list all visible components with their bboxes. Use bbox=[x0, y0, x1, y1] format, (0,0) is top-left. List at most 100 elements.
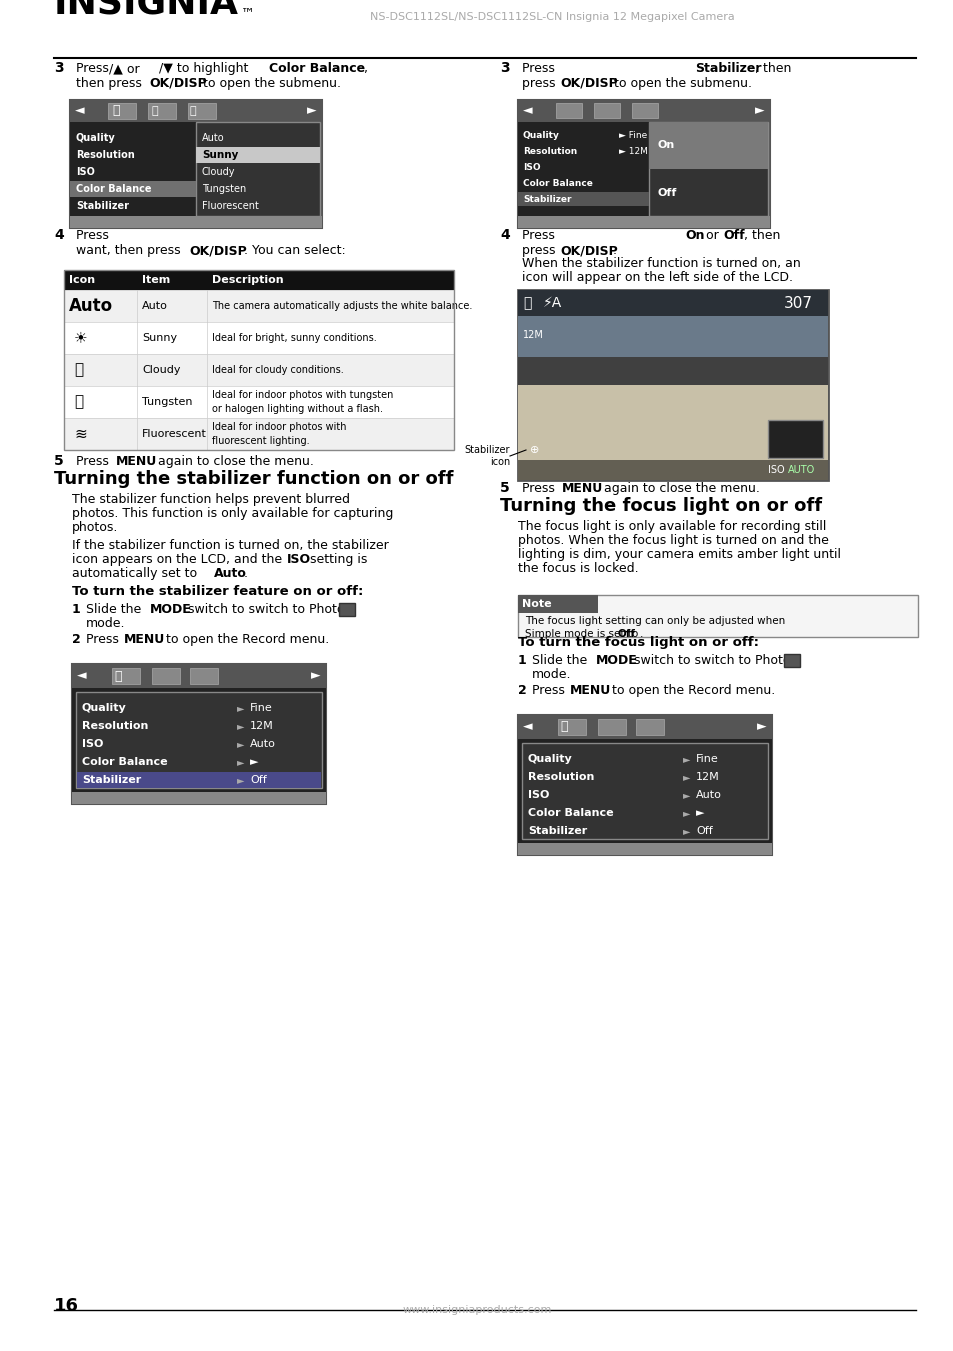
Text: the focus is locked.: the focus is locked. bbox=[517, 562, 638, 576]
Bar bbox=[64, 417, 454, 450]
Bar bbox=[517, 594, 598, 613]
Text: Ideal for cloudy conditions.: Ideal for cloudy conditions. bbox=[212, 365, 343, 376]
Text: /▲ or: /▲ or bbox=[109, 62, 144, 76]
Text: OK/DISP: OK/DISP bbox=[559, 77, 618, 91]
Text: Press: Press bbox=[521, 230, 558, 242]
Text: ►: ► bbox=[250, 757, 258, 767]
Text: 1: 1 bbox=[71, 603, 81, 616]
Bar bbox=[517, 290, 827, 480]
Bar bbox=[188, 103, 215, 119]
Text: Slide the: Slide the bbox=[532, 654, 591, 667]
Text: MENU: MENU bbox=[569, 684, 611, 697]
Text: Sunny: Sunny bbox=[202, 150, 238, 159]
Text: ►: ► bbox=[757, 720, 766, 734]
Text: 🔧: 🔧 bbox=[190, 105, 196, 116]
Text: Press: Press bbox=[76, 230, 112, 242]
Bar bbox=[64, 290, 454, 322]
Bar bbox=[70, 100, 322, 228]
Text: Description: Description bbox=[212, 276, 283, 285]
Bar bbox=[517, 100, 769, 122]
Text: to open the submenu.: to open the submenu. bbox=[609, 77, 751, 91]
Bar bbox=[64, 270, 454, 290]
Text: photos.: photos. bbox=[71, 521, 118, 534]
Text: mode.: mode. bbox=[86, 617, 126, 630]
Text: To turn the stabilizer feature on or off:: To turn the stabilizer feature on or off… bbox=[71, 585, 363, 598]
Text: Cloudy: Cloudy bbox=[142, 365, 180, 376]
Bar bbox=[338, 603, 355, 616]
Text: On: On bbox=[684, 230, 703, 242]
Bar bbox=[517, 739, 771, 843]
Text: icon: icon bbox=[489, 457, 510, 467]
Text: When the stabilizer function is turned on, an: When the stabilizer function is turned o… bbox=[521, 257, 800, 270]
Text: ≋: ≋ bbox=[74, 427, 87, 442]
Bar bbox=[594, 103, 619, 118]
Text: automatically set to: automatically set to bbox=[71, 567, 201, 580]
Bar bbox=[71, 688, 326, 792]
Text: Auto: Auto bbox=[202, 132, 224, 143]
Text: 📷: 📷 bbox=[113, 670, 121, 682]
Text: Turning the focus light on or off: Turning the focus light on or off bbox=[499, 497, 821, 515]
Bar bbox=[648, 122, 767, 169]
Text: mode.: mode. bbox=[532, 667, 571, 681]
Text: Resolution: Resolution bbox=[522, 146, 577, 155]
Text: ►: ► bbox=[696, 808, 703, 817]
Bar bbox=[558, 719, 585, 735]
Text: 📷: 📷 bbox=[112, 104, 119, 118]
Text: press: press bbox=[521, 245, 558, 257]
Text: The focus light is only available for recording still: The focus light is only available for re… bbox=[517, 520, 825, 534]
Text: Fine: Fine bbox=[250, 703, 273, 713]
Text: ⊕: ⊕ bbox=[530, 444, 538, 455]
Text: ►: ► bbox=[236, 757, 244, 767]
Text: Auto: Auto bbox=[142, 301, 168, 311]
Text: Stabilizer: Stabilizer bbox=[527, 825, 587, 836]
Text: photos. This function is only available for capturing: photos. This function is only available … bbox=[71, 507, 393, 520]
Bar bbox=[517, 843, 771, 855]
Text: ,: , bbox=[364, 62, 368, 76]
Text: ISO: ISO bbox=[76, 168, 94, 177]
Text: MENU: MENU bbox=[116, 455, 157, 467]
Bar bbox=[148, 103, 175, 119]
Bar bbox=[70, 100, 322, 122]
Bar bbox=[77, 771, 320, 788]
Bar bbox=[521, 743, 767, 839]
Bar bbox=[70, 216, 322, 228]
Text: Off: Off bbox=[250, 775, 267, 785]
Text: ►: ► bbox=[755, 104, 764, 118]
Text: 12M: 12M bbox=[522, 330, 543, 340]
Bar bbox=[517, 122, 648, 216]
Text: 3: 3 bbox=[54, 61, 64, 76]
Text: ISO: ISO bbox=[287, 553, 311, 566]
Text: 📷: 📷 bbox=[559, 720, 567, 734]
Text: If the stabilizer function is turned on, the stabilizer: If the stabilizer function is turned on,… bbox=[71, 539, 388, 553]
Text: Fluorescent: Fluorescent bbox=[202, 201, 258, 211]
Text: ⚡A: ⚡A bbox=[542, 296, 561, 309]
Text: 2: 2 bbox=[517, 684, 526, 697]
Bar bbox=[517, 100, 769, 228]
Text: 16: 16 bbox=[54, 1297, 79, 1315]
Text: ►: ► bbox=[682, 808, 690, 817]
Text: ☀: ☀ bbox=[74, 331, 88, 346]
Bar bbox=[517, 192, 648, 205]
Text: Off: Off bbox=[657, 188, 676, 197]
Text: The stabilizer function helps prevent blurred: The stabilizer function helps prevent bl… bbox=[71, 493, 350, 507]
Text: switch to switch to Photo: switch to switch to Photo bbox=[629, 654, 794, 667]
Text: to open the Record menu.: to open the Record menu. bbox=[607, 684, 775, 697]
Text: Ideal for bright, sunny conditions.: Ideal for bright, sunny conditions. bbox=[212, 332, 376, 343]
Text: ►: ► bbox=[236, 739, 244, 748]
Text: Resolution: Resolution bbox=[527, 771, 594, 782]
Text: ►: ► bbox=[682, 790, 690, 800]
Text: Fine: Fine bbox=[696, 754, 718, 765]
Text: ►: ► bbox=[236, 703, 244, 713]
Text: Stabilizer: Stabilizer bbox=[522, 195, 571, 204]
Text: . You can select:: . You can select: bbox=[244, 245, 345, 257]
Text: Auto: Auto bbox=[696, 790, 721, 800]
Text: ►: ► bbox=[682, 754, 690, 765]
Text: Quality: Quality bbox=[82, 703, 127, 713]
Text: NS-DSC1112SL/NS-DSC1112SL-CN Insignia 12 Megapixel Camera: NS-DSC1112SL/NS-DSC1112SL-CN Insignia 12… bbox=[370, 12, 734, 22]
Text: Auto: Auto bbox=[69, 297, 113, 315]
Bar bbox=[598, 719, 625, 735]
Text: Quality: Quality bbox=[522, 131, 559, 139]
Bar bbox=[71, 792, 326, 804]
Text: 4: 4 bbox=[54, 228, 64, 242]
Bar bbox=[517, 290, 827, 376]
